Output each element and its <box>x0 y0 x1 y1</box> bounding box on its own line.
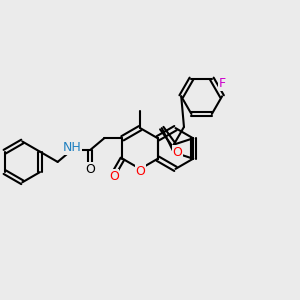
Text: NH: NH <box>62 141 81 154</box>
Text: O: O <box>135 165 145 178</box>
Text: F: F <box>218 77 226 90</box>
Text: O: O <box>172 146 182 159</box>
Text: O: O <box>109 169 119 183</box>
Text: O: O <box>85 163 95 176</box>
